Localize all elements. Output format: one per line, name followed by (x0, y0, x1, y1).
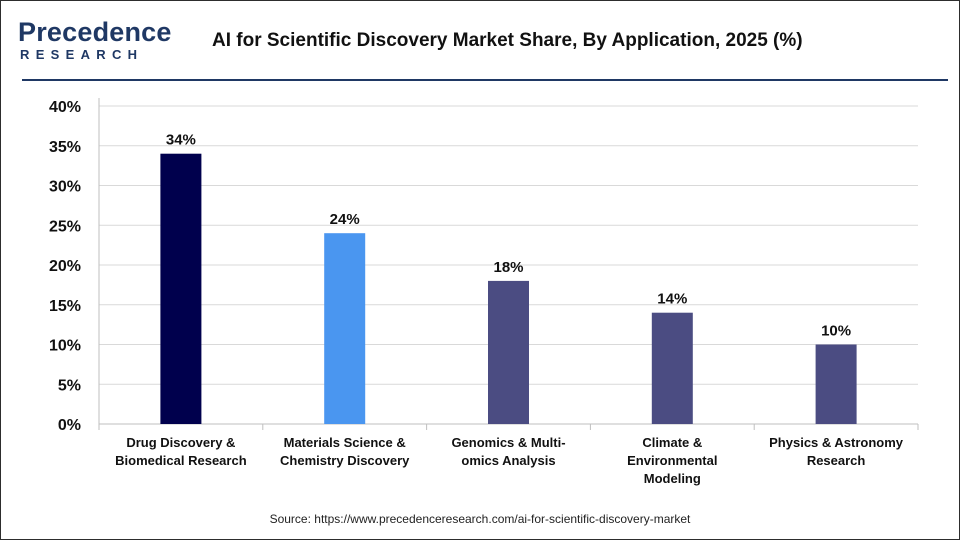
x-tick-label: Drug Discovery & Biomedical Research (115, 435, 247, 468)
x-tick-label-line: Environmental (627, 453, 717, 468)
chart-title: AI for Scientific Discovery Market Share… (212, 30, 803, 51)
x-tick-label-line: Modeling (644, 471, 701, 486)
x-tick-label-line: Physics & Astronomy (769, 435, 904, 450)
x-tick-label: Genomics & Multi-omics Analysis (451, 435, 565, 468)
data-label: 18% (493, 259, 523, 276)
y-tick-label: 20% (49, 258, 81, 275)
x-tick-label: Physics & Astronomy Research (769, 435, 904, 468)
x-tick-label-line: Climate & (642, 435, 702, 450)
x-tick-label-line: Research (807, 453, 866, 468)
x-tick-label-line: Chemistry Discovery (280, 453, 410, 468)
y-tick-label: 15% (49, 298, 81, 315)
x-tick-label-line: Drug Discovery & (126, 435, 235, 450)
y-tick-label: 40% (49, 99, 81, 116)
data-label: 14% (657, 291, 687, 308)
y-tick-label: 10% (49, 338, 81, 355)
y-tick-label: 25% (49, 218, 81, 235)
y-tick-label: 0% (58, 417, 81, 434)
bar (160, 153, 202, 424)
y-tick-label: 5% (58, 377, 81, 394)
y-tick-label: 35% (49, 139, 81, 156)
y-tick-label: 30% (49, 179, 81, 196)
x-tick-label-line: omics Analysis (461, 453, 555, 468)
source-note: Source: https://www.precedenceresearch.c… (269, 512, 691, 526)
header-divider (22, 79, 948, 81)
x-tick-label-line: Materials Science & (284, 435, 406, 450)
x-tick-label-line: Biomedical Research (115, 453, 247, 468)
data-label: 10% (821, 323, 851, 340)
x-tick-label: Materials Science & Chemistry Discovery (280, 435, 410, 468)
logo-wordmark: Precedence (18, 17, 172, 47)
data-label: 24% (330, 211, 360, 228)
bar (651, 312, 693, 424)
header: Precedence RESEARCH AI for Scientific Di… (0, 0, 960, 81)
x-tick-label: Climate & Environmental Modeling (627, 435, 717, 486)
x-tick-label-line: Genomics & Multi- (451, 435, 565, 450)
bar (324, 233, 366, 424)
logo-subtext: RESEARCH (20, 47, 144, 62)
bar (815, 344, 857, 424)
data-label: 34% (166, 132, 196, 149)
brand-logo: Precedence RESEARCH (18, 18, 171, 64)
bar (488, 280, 529, 424)
